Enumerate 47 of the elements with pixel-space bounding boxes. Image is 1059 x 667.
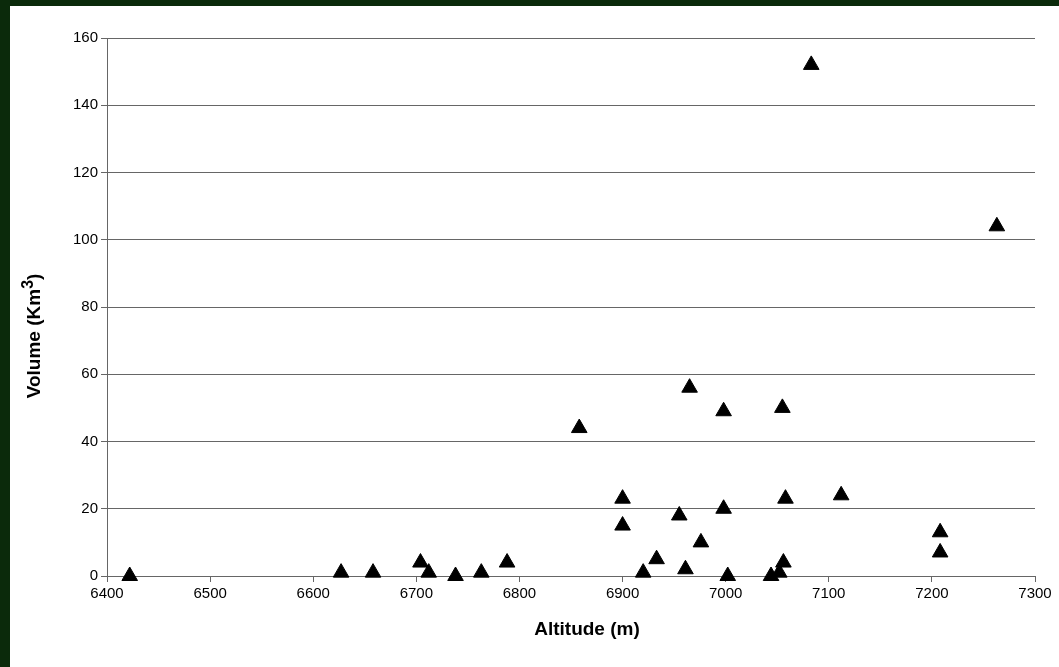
point bbox=[447, 566, 464, 581]
y-tick-label: 40 bbox=[81, 431, 99, 449]
x-tick-label: 6700 bbox=[399, 584, 434, 602]
point bbox=[364, 563, 382, 578]
x-tick-label: 6400 bbox=[90, 584, 124, 602]
y-tick-label: 20 bbox=[81, 498, 99, 516]
point bbox=[777, 489, 794, 504]
point bbox=[614, 489, 631, 504]
point bbox=[412, 553, 429, 568]
x-tick-label: 6600 bbox=[296, 584, 330, 602]
point bbox=[774, 398, 791, 413]
point bbox=[473, 563, 490, 578]
point bbox=[719, 566, 737, 581]
point bbox=[634, 563, 652, 578]
y-tick-label: 160 bbox=[73, 28, 99, 46]
x-tick-label: 6800 bbox=[502, 584, 537, 602]
y-tick-label: 60 bbox=[81, 364, 99, 382]
x-tick-label: 7100 bbox=[812, 584, 846, 602]
point bbox=[332, 563, 350, 578]
point bbox=[677, 559, 694, 575]
point bbox=[692, 532, 710, 548]
point bbox=[931, 522, 949, 538]
x-tick-label: 7300 bbox=[1018, 584, 1052, 602]
point bbox=[121, 566, 139, 581]
point bbox=[832, 485, 850, 501]
point bbox=[715, 499, 732, 514]
y-tick-label: 0 bbox=[89, 566, 99, 584]
point bbox=[614, 516, 631, 531]
point bbox=[498, 553, 516, 568]
point bbox=[681, 378, 698, 393]
point bbox=[670, 505, 688, 521]
point bbox=[988, 216, 1006, 232]
y-tick-label: 100 bbox=[73, 229, 99, 247]
point bbox=[931, 542, 949, 558]
point bbox=[648, 549, 665, 565]
x-tick-label: 6900 bbox=[605, 584, 640, 602]
y-tick-label: 140 bbox=[73, 95, 99, 113]
point bbox=[570, 418, 588, 434]
y-tick-label: 120 bbox=[73, 162, 99, 180]
point bbox=[715, 401, 732, 417]
point bbox=[802, 55, 820, 70]
x-tick-label: 7200 bbox=[915, 584, 949, 602]
x-axis-title: Altitude (m) bbox=[534, 618, 640, 640]
point bbox=[420, 563, 438, 578]
y-tick-label: 80 bbox=[81, 297, 99, 315]
x-tick-label: 6500 bbox=[193, 584, 227, 602]
x-tick-label: 7000 bbox=[708, 584, 743, 602]
